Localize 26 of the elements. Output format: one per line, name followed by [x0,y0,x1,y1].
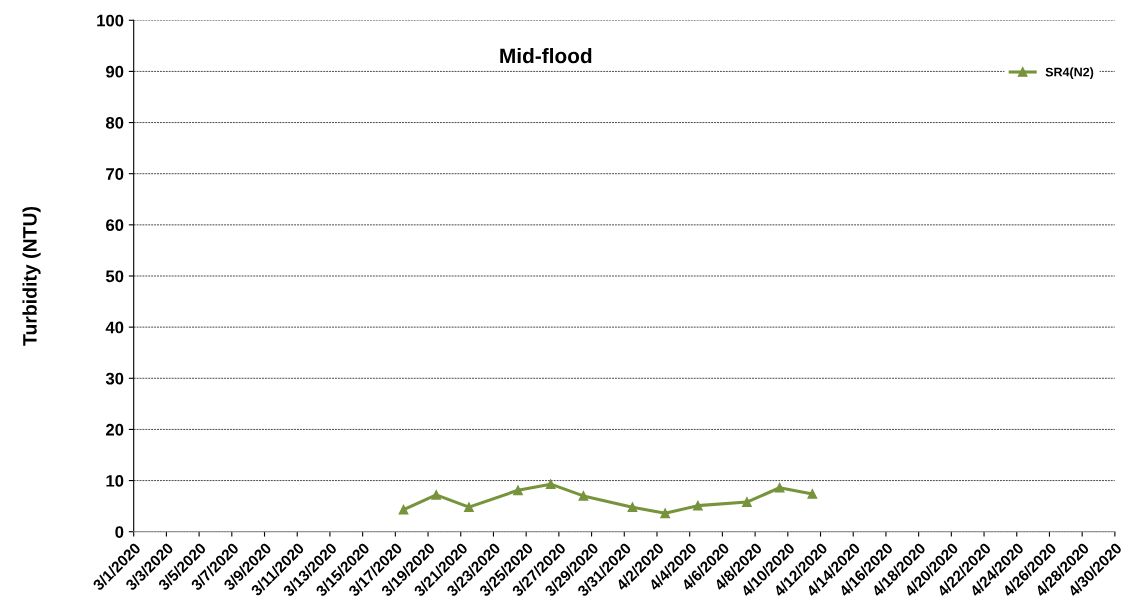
y-tick-label: 60 [106,219,124,232]
point [807,489,818,499]
y-tick-label: 40 [105,321,124,334]
point [627,502,638,513]
y-tick-label: 50 [105,270,124,283]
point [774,482,785,493]
legend-label: SR4(N2) [1045,67,1094,79]
y-tick-label: 0 [115,526,124,538]
y-axis-title: Turbidity (NTU) [22,206,41,346]
point [513,485,523,496]
point [578,491,589,501]
point [742,497,752,507]
y-tick-label: 20 [106,423,124,436]
y-tick-label: 10 [106,474,124,487]
point [545,479,556,490]
point [464,502,474,513]
y-tick-label: 80 [105,116,124,129]
point [398,504,409,515]
text: Mid-flood [500,47,592,64]
y-tick-label: 90 [106,65,124,78]
point [431,490,442,500]
point [693,500,703,511]
y-tick-label: 100 [97,14,124,27]
y-tick-label: 30 [105,372,124,385]
y-tick-label: 70 [106,168,124,180]
point [660,508,671,519]
